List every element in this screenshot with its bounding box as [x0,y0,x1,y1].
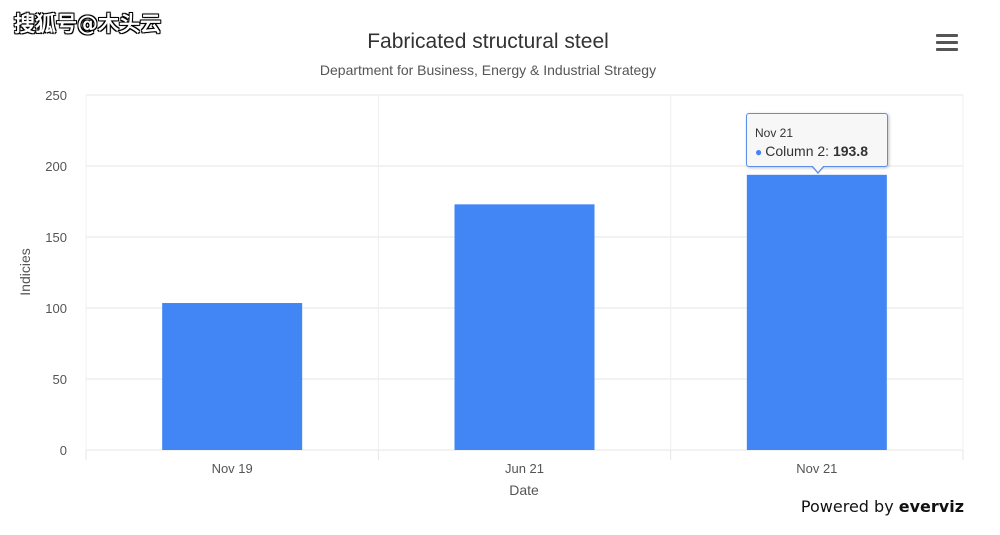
y-axis-ticks: 0 50 100 150 200 250 [45,88,67,458]
tooltip-value: 193.8 [832,143,868,159]
tooltip-row: ● Column 2: 193.8 [755,143,868,159]
y-tick-label: 100 [45,301,67,316]
x-tick-label: Nov 19 [212,461,253,476]
y-tick-label: 200 [45,159,67,174]
watermark: 搜狐号@木头云 [14,12,161,36]
tooltip: Nov 21 ● Column 2: 193.8 [746,113,888,167]
bar-nov-19[interactable] [162,303,303,450]
x-axis-title: Date [509,482,539,498]
credits-prefix: Powered by [800,497,894,516]
x-tick-label: Jun 21 [505,461,544,476]
y-tick-label: 150 [45,230,67,245]
tooltip-series-name: Column 2 [765,143,826,159]
y-tick-label: 250 [45,88,67,103]
y-axis-title: Indicies [17,248,33,295]
x-axis-ticks: Nov 19 Jun 21 Nov 21 [212,461,838,476]
x-tick-label: Nov 21 [796,461,837,476]
series-dot-icon: ● [755,145,763,159]
tooltip-header: Nov 21 [755,126,794,140]
credits-link[interactable]: Powered by everviz [801,497,964,516]
credits-brand: everviz [898,497,964,516]
y-tick-label: 0 [60,443,67,458]
hamburger-menu-icon [936,34,958,37]
y-tick-label: 50 [53,372,67,387]
chart-subtitle: Department for Business, Energy & Indust… [320,62,656,78]
bar-nov-21[interactable] [746,174,887,450]
bar-jun-21[interactable] [454,204,595,450]
chart-title: Fabricated structural steel [367,30,609,53]
chart-menu-button[interactable] [936,34,960,54]
bars [162,174,887,450]
